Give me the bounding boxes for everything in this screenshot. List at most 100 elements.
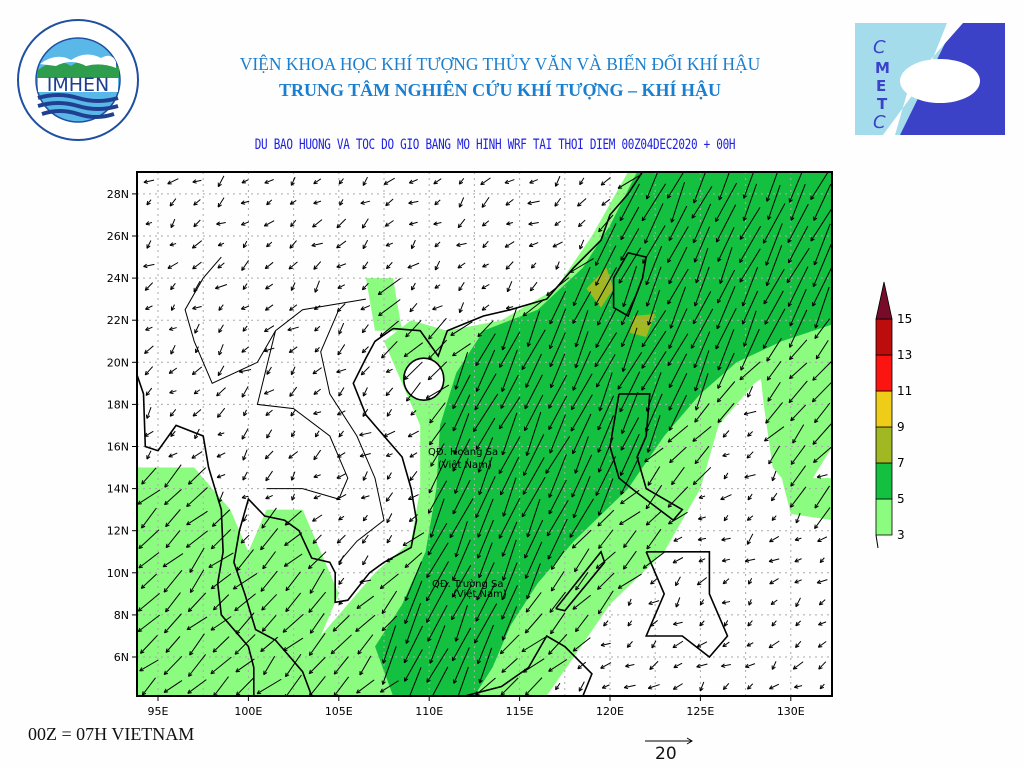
- truong-sa-sublabel: (Việt Nam): [453, 588, 507, 600]
- wind-arrow: [404, 580, 423, 625]
- wind-arrow: [572, 267, 591, 307]
- wind-arrow: [794, 684, 803, 689]
- wind-arrow: [144, 282, 154, 291]
- wind-arrow: [554, 220, 561, 227]
- wind-arrow: [788, 380, 808, 404]
- wind-arrow: [697, 537, 707, 542]
- wind-arrow: [718, 172, 731, 201]
- shade-3-5: [781, 478, 832, 521]
- wind-arrow: [693, 226, 711, 263]
- wind-arrow: [338, 322, 345, 335]
- wind-arrow: [145, 305, 153, 310]
- wind-arrow: [692, 291, 712, 325]
- wind-arrow: [407, 494, 419, 501]
- wind-arrow: [434, 241, 441, 248]
- wind-arrow: [313, 200, 322, 205]
- wind-arrow: [528, 242, 539, 248]
- wind-arrow: [523, 434, 545, 476]
- wind-arrow: [572, 291, 592, 324]
- wind-arrow: [622, 550, 637, 570]
- wind-arrow: [794, 536, 802, 542]
- wind-arrow: [355, 614, 376, 632]
- wind-arrow: [506, 281, 513, 293]
- wind-arrow: [241, 494, 249, 500]
- wind-arrow: [717, 269, 736, 304]
- wind-arrow: [626, 641, 633, 648]
- wind-arrow: [477, 498, 494, 538]
- wind-arrow: [481, 220, 490, 227]
- wind-arrow: [597, 590, 614, 615]
- wind-arrow: [261, 594, 278, 611]
- wind-arrow: [765, 223, 783, 266]
- wind-arrow: [452, 479, 471, 515]
- lat-tick-label: 14N: [107, 483, 129, 496]
- wind-arrow: [641, 351, 667, 391]
- wind-arrow: [642, 551, 666, 569]
- wind-arrow: [217, 365, 225, 377]
- wind-arrow: [476, 624, 494, 665]
- wind-arrow: [500, 374, 519, 409]
- wind-arrow: [336, 263, 347, 269]
- wind-arrow: [336, 240, 347, 249]
- wind-arrow: [241, 428, 249, 440]
- wind-arrow: [792, 661, 804, 670]
- logo-text: IMHEN: [47, 74, 110, 96]
- wind-arrow: [449, 498, 474, 539]
- wind-arrow: [383, 430, 396, 438]
- wind-arrow: [741, 266, 759, 307]
- wind-arrow: [550, 612, 566, 635]
- wind-arrow: [699, 681, 705, 692]
- hainan-island: [402, 357, 445, 401]
- wind-arrow: [403, 342, 424, 358]
- lon-tick-label: 115E: [506, 705, 534, 718]
- wind-arrow: [241, 386, 249, 398]
- wind-arrow: [595, 223, 617, 266]
- wind-arrow: [168, 367, 178, 374]
- wind-arrow: [601, 198, 611, 206]
- wind-arrow: [336, 218, 347, 229]
- wind-arrow: [171, 304, 176, 311]
- wind-arrow: [501, 349, 518, 392]
- wind-arrow: [693, 266, 710, 307]
- wind-arrow: [498, 497, 521, 539]
- wind-arrow: [337, 452, 346, 458]
- wind-arrow: [600, 642, 611, 647]
- wind-arrow: [769, 578, 779, 585]
- wind-arrow: [578, 681, 585, 692]
- wind-arrow: [362, 387, 368, 397]
- wind-arrow: [208, 552, 234, 568]
- wind-arrow: [290, 176, 296, 186]
- wind-arrow: [571, 454, 593, 498]
- wind-arrow: [786, 247, 810, 284]
- wind-arrow: [549, 414, 567, 454]
- lat-tick-label: 6N: [114, 651, 129, 664]
- wind-arrow: [619, 183, 640, 222]
- wind-arrow: [458, 178, 465, 185]
- wind-arrow: [747, 683, 754, 690]
- wind-arrow: [404, 552, 423, 569]
- wind-arrow: [694, 373, 709, 411]
- wind-arrow: [814, 485, 830, 509]
- wind-arrow: [333, 656, 349, 675]
- institute-title: VIỆN KHOA HỌC KHÍ TƯỢNG THỦY VĂN VÀ BIẾN…: [239, 54, 761, 74]
- wind-arrow: [458, 282, 465, 292]
- wind-arrow: [193, 219, 201, 228]
- wind-arrow: [266, 199, 273, 206]
- wind-arrow: [141, 507, 157, 529]
- wind-arrow: [410, 410, 417, 416]
- wind-arrow: [597, 478, 614, 516]
- wind-arrow: [386, 261, 393, 270]
- wind-arrow: [256, 678, 282, 695]
- wind-arrow: [240, 221, 250, 226]
- wind-arrow: [721, 600, 731, 605]
- wind-arrow: [548, 634, 568, 655]
- wind-arrow: [746, 386, 754, 398]
- wind-arrow: [600, 662, 612, 669]
- wind-arrow: [217, 431, 225, 437]
- wind-arrow: [812, 360, 832, 381]
- coastline: [233, 327, 418, 696]
- wind-arrow: [716, 381, 736, 403]
- wind-arrow: [314, 280, 320, 293]
- wind-arrow: [699, 620, 705, 627]
- colorbar-lower-tail: [875, 534, 879, 549]
